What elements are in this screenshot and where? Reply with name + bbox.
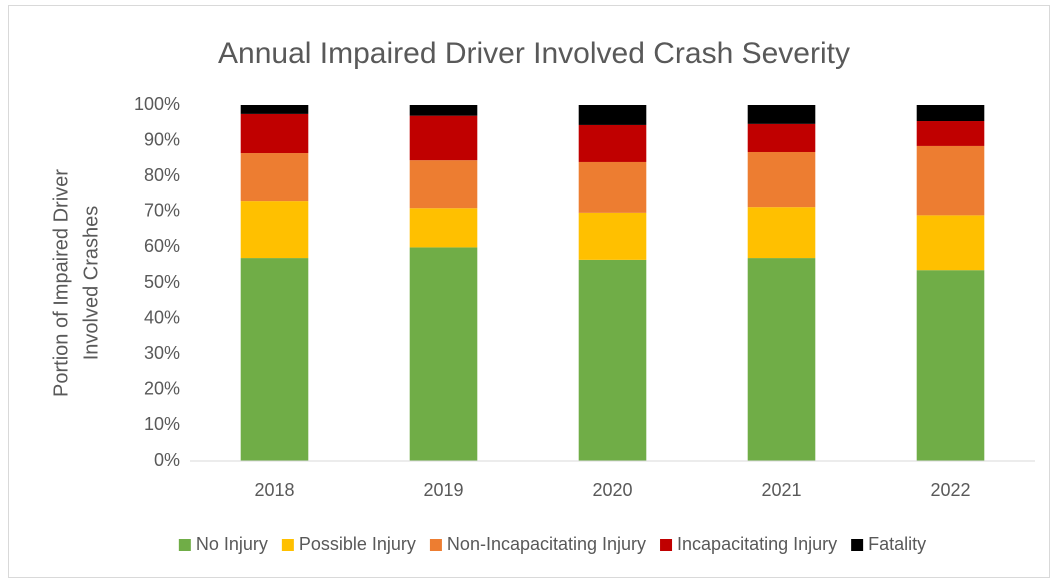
bar-segment	[747, 151, 816, 208]
bar-segment	[578, 212, 647, 260]
x-tick-label: 2022	[930, 480, 970, 500]
bar-segment	[409, 115, 478, 161]
bar-segment	[916, 270, 985, 461]
y-tick-label: 60%	[144, 236, 180, 256]
y-tick-label: 40%	[144, 307, 180, 327]
x-tick-label: 2018	[254, 480, 294, 500]
bar-segment	[916, 215, 985, 271]
bar-segment	[240, 113, 309, 154]
legend-label: Fatality	[868, 534, 926, 554]
bar-segment	[578, 161, 647, 213]
bar-segment	[578, 124, 647, 162]
x-tick-label: 2021	[761, 480, 801, 500]
legend: No Injury Possible Injury Non-Incapacitati…	[178, 534, 926, 554]
bar-segment	[916, 105, 985, 122]
y-tick-label: 10%	[144, 414, 180, 434]
bar-segment	[409, 247, 478, 461]
y-tick-label: 30%	[144, 343, 180, 363]
bar-segment	[747, 105, 816, 124]
y-tick-label: 20%	[144, 379, 180, 399]
legend-swatch	[429, 539, 442, 551]
bar-segment	[747, 123, 816, 152]
legend-swatch	[660, 539, 673, 551]
bar-segment	[916, 121, 985, 146]
y-axis-title-line: Portion of Impaired Driver	[50, 169, 72, 397]
y-tick-label: 70%	[144, 201, 180, 221]
bar-segment	[240, 153, 309, 202]
bar-segment	[747, 258, 816, 461]
chart-border	[8, 5, 1050, 578]
bar-segment	[409, 208, 478, 248]
bar-segment	[578, 259, 647, 461]
bar-segment	[240, 258, 309, 461]
y-tick-label: 50%	[144, 272, 180, 292]
y-tick-label: 100%	[134, 94, 180, 114]
bar-segment	[409, 160, 478, 209]
bar-segment	[240, 105, 309, 114]
y-axis-title: Portion of Impaired Driver Involved Cras…	[50, 169, 102, 397]
bar-segment	[747, 207, 816, 259]
legend-label: Incapacitating Injury	[677, 534, 837, 554]
legend-swatch	[851, 539, 864, 551]
legend-swatch	[178, 539, 191, 551]
bar-segment	[916, 145, 985, 216]
y-tick-label: 0%	[154, 450, 180, 470]
legend-label: Possible Injury	[299, 534, 416, 554]
legend-label: Non-Incapacitating Injury	[447, 534, 646, 554]
legend-label: No Injury	[196, 534, 268, 554]
y-tick-label: 90%	[144, 129, 180, 149]
bar-segment	[578, 105, 647, 125]
y-axis-title-line: Involved Crashes	[80, 206, 102, 361]
legend-swatch	[281, 539, 294, 551]
x-tick-label: 2019	[423, 480, 463, 500]
y-tick-label: 80%	[144, 165, 180, 185]
chart-title: Annual Impaired Driver Involved Crash Se…	[218, 37, 850, 70]
bar-segment	[240, 201, 309, 259]
x-tick-label: 2020	[592, 480, 632, 500]
bar-segment	[409, 105, 478, 116]
